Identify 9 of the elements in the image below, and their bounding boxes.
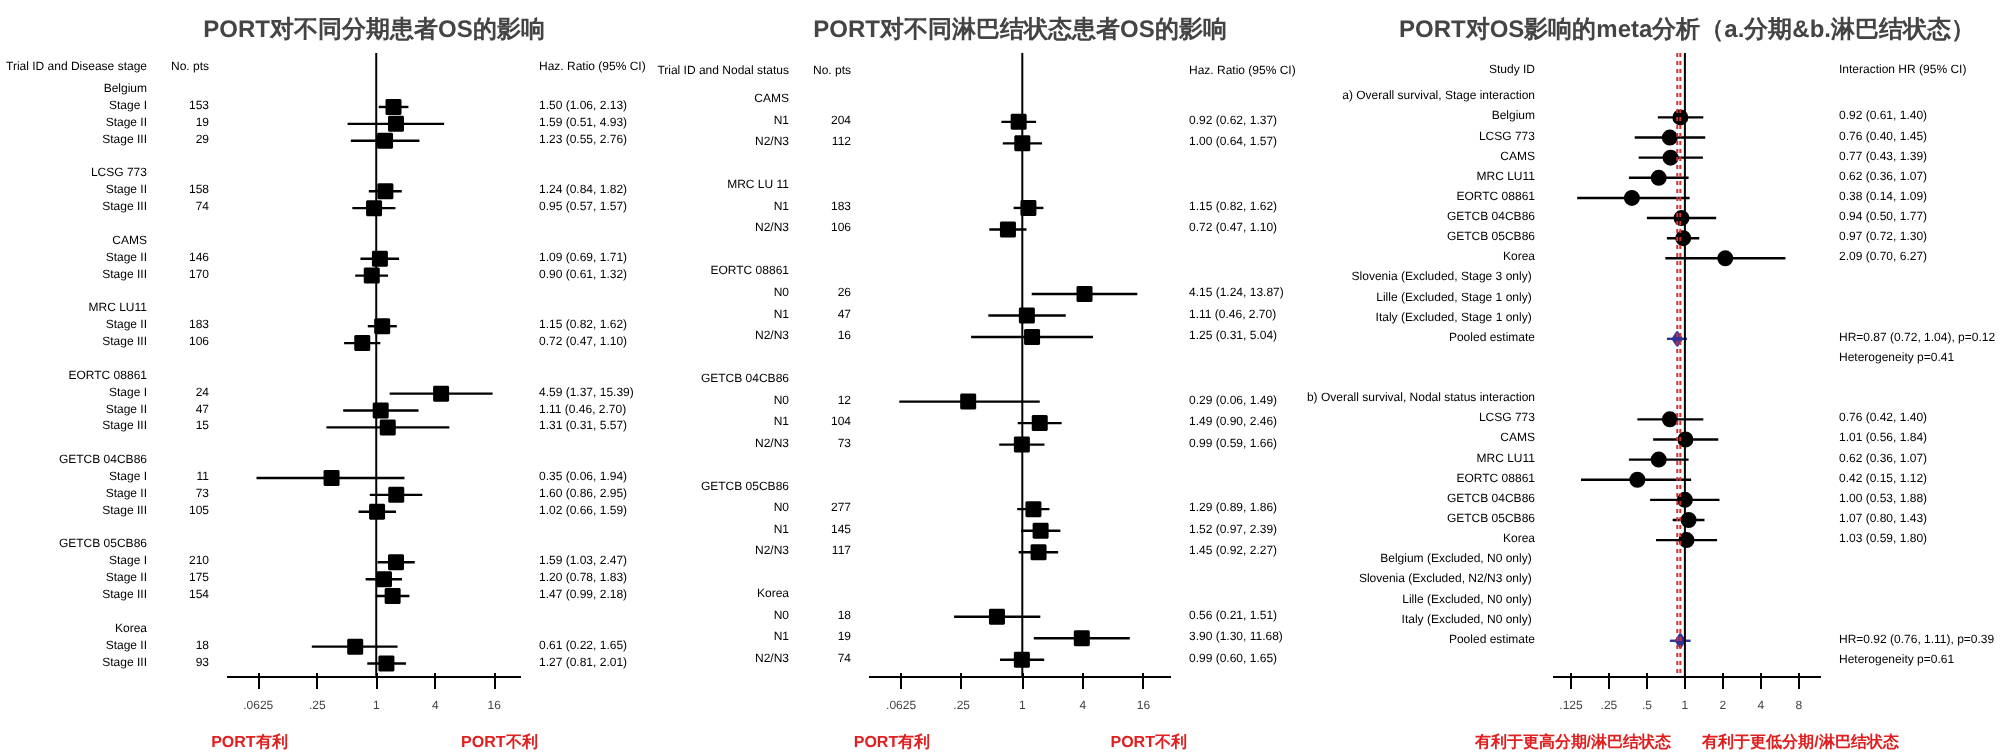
chart-title: PORT对不同分期患者OS的影响 (203, 15, 545, 43)
chart-title: PORT对OS影响的meta分析（a.分期&b.淋巴结状态） (1398, 15, 1976, 43)
text: 有利于更低分期/淋巴结状态 (1700, 733, 1901, 751)
text: 有利于更高分期/淋巴结状态 (1472, 731, 1674, 751)
text: PORT不利 (461, 733, 538, 751)
text: PORT不利 (1110, 733, 1187, 751)
text: PORT有利 (211, 733, 288, 751)
text: PORT有利 (853, 733, 931, 751)
chart-title: PORT对不同淋巴结状态患者OS的影响 (813, 15, 1227, 43)
